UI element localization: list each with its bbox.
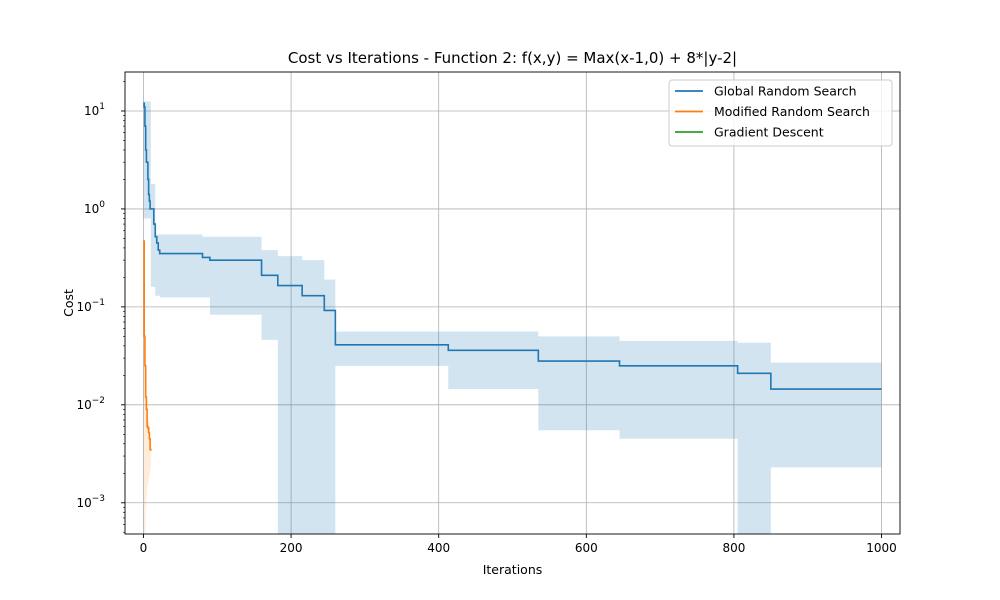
x-tick-label: 400 xyxy=(427,541,450,555)
series-band-0 xyxy=(143,101,882,534)
series-lines xyxy=(143,102,882,451)
x-axis-ticks: 0 200 400 600 800 1000 xyxy=(140,534,897,555)
x-tick-label: 800 xyxy=(722,541,745,555)
x-tick-label: 1000 xyxy=(866,541,897,555)
x-tick-label: 200 xyxy=(280,541,303,555)
x-axis-label: Iterations xyxy=(483,562,543,577)
series-line-1 xyxy=(143,240,152,451)
plot-frame xyxy=(124,71,901,535)
chart-title: Cost vs Iterations - Function 2: f(x,y) … xyxy=(288,49,737,67)
confidence-bands xyxy=(143,101,882,534)
x-tick-label: 600 xyxy=(575,541,598,555)
x-tick-label: 0 xyxy=(140,541,148,555)
y-tick-label: 10−1 xyxy=(76,298,105,314)
legend-label: Global Random Search xyxy=(714,84,857,99)
grid-lines xyxy=(125,72,900,534)
y-tick-label: 10−3 xyxy=(76,494,105,510)
legend-entry: Global Random Search xyxy=(675,84,857,99)
series-line-0 xyxy=(143,102,882,390)
legend-entry: Modified Random Search xyxy=(675,104,870,119)
y-axis-label: Cost xyxy=(61,289,76,317)
y-tick-label: 10−2 xyxy=(76,396,105,412)
y-tick-label: 101 xyxy=(84,102,105,118)
legend: Global Random Search Modified Random Sear… xyxy=(668,79,893,147)
y-axis-ticks: 10−3 10−2 10−1 100 101 xyxy=(76,81,125,533)
series-band-1 xyxy=(143,238,151,534)
y-tick-label: 100 xyxy=(84,200,105,216)
legend-label: Modified Random Search xyxy=(714,104,870,119)
plot-area xyxy=(125,72,900,534)
legend-entry: Gradient Descent xyxy=(675,125,824,140)
legend-label: Gradient Descent xyxy=(714,125,824,140)
legend-box xyxy=(668,79,893,147)
